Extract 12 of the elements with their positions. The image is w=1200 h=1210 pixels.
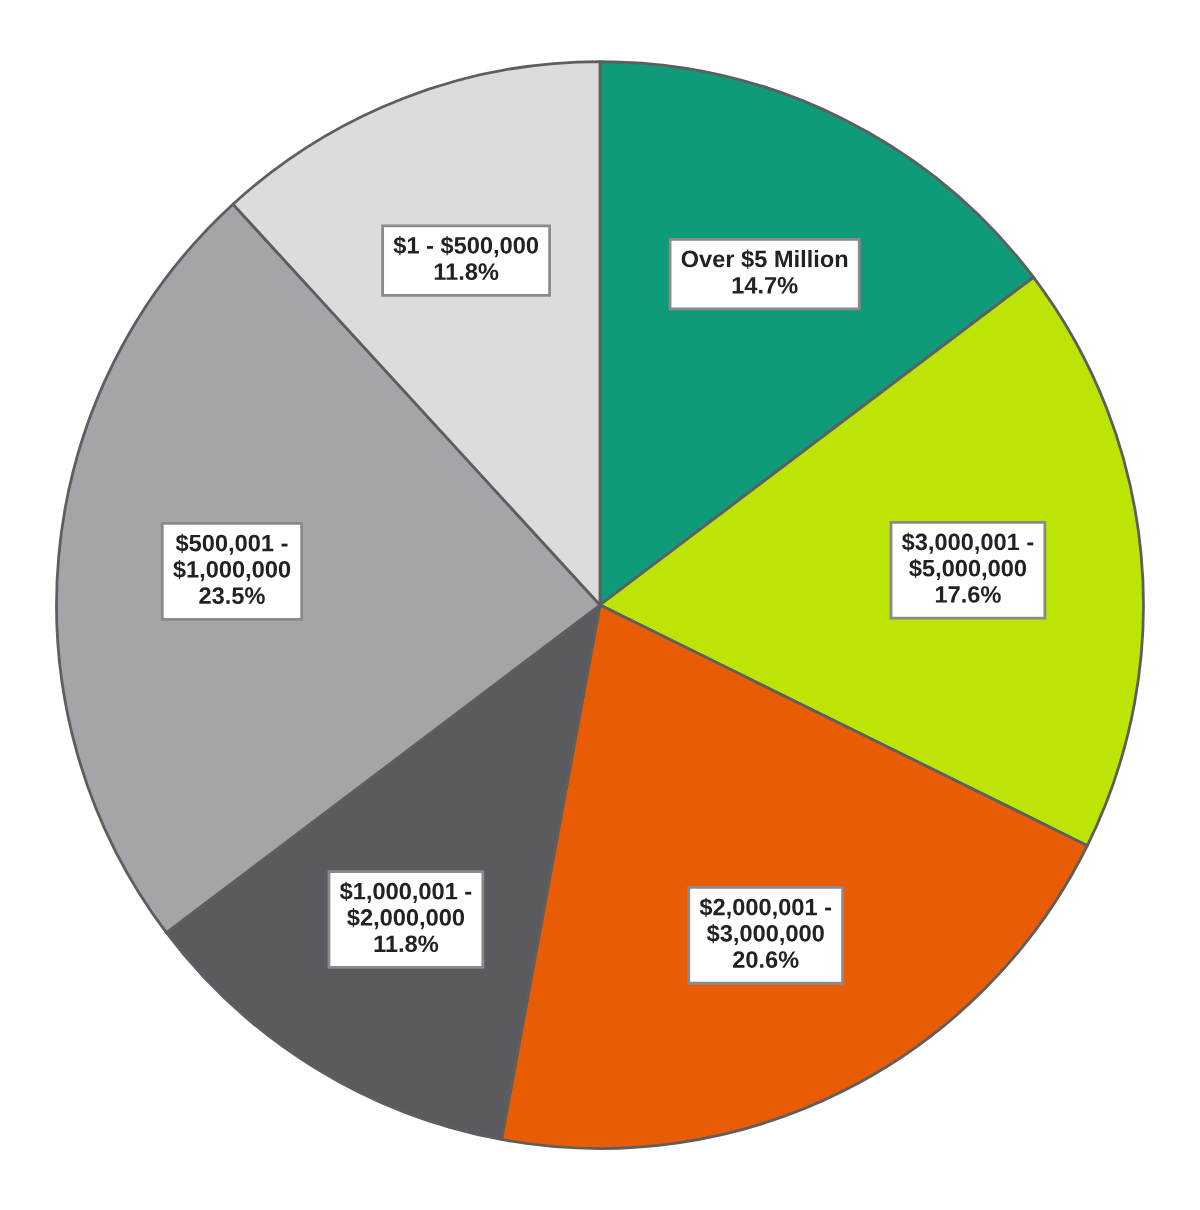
data-label: 11.8% [374,935,439,953]
data-label: 11.8% [434,263,499,281]
data-label: 23.5% [199,587,265,605]
slice-label: $500,001 - $1,000,000 [173,533,291,582]
data-label: 17.6% [935,586,1001,603]
data-label: 20.6% [733,951,799,968]
slice-label: $1,000,001 - $2,000,000 [339,881,472,930]
slice-label: Over $5 Million [681,249,848,269]
slice-label: $2,000,001 - $3,000,000 [699,897,832,946]
slice-label: $3,000,001 - $5,000,000 [901,532,1034,580]
data-label: 14.7% [732,276,798,294]
slice-label: $1 - $500,000 [393,235,539,258]
